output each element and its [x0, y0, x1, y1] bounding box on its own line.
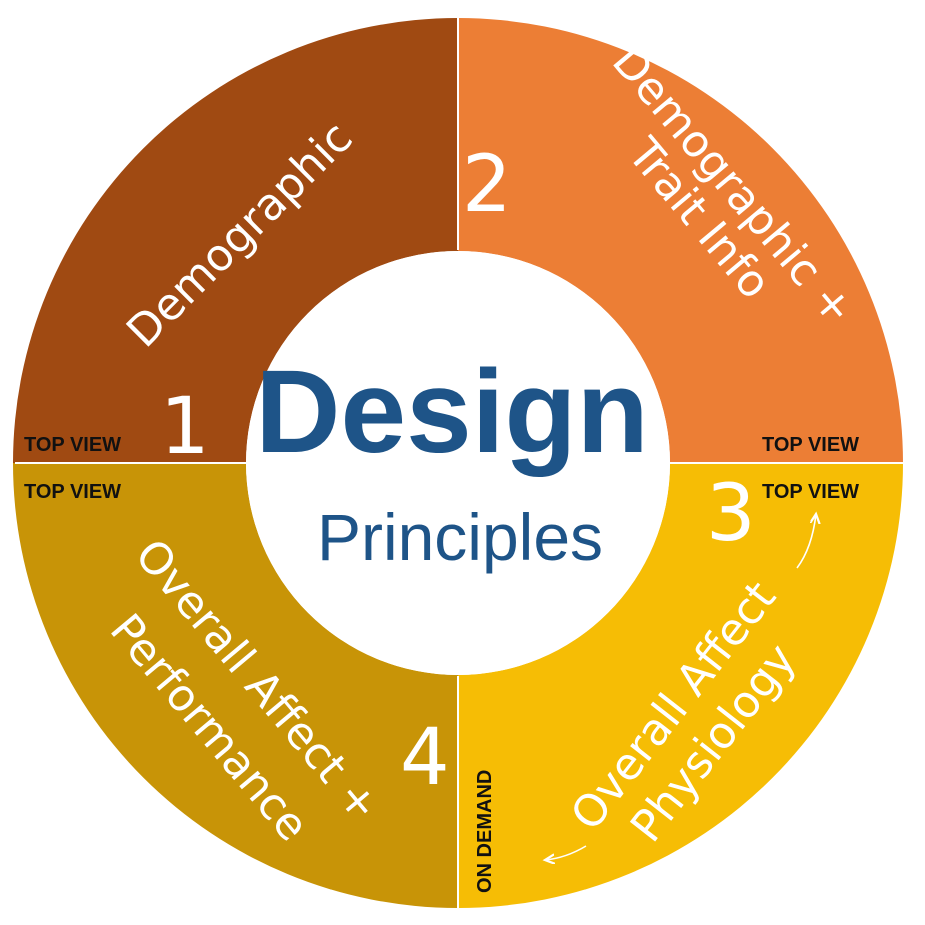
- segment-2-number: 2: [462, 140, 512, 230]
- center-title: Design: [255, 346, 648, 478]
- segment-3-number: 3: [706, 469, 756, 559]
- segment-4-overall-affect-performance: [13, 463, 458, 908]
- segment-3-on-demand-tag: ON DEMAND: [474, 770, 496, 893]
- segment-1-number: 1: [160, 382, 210, 472]
- segment-3-overall-affect-physiology: [458, 463, 903, 908]
- arrow-lower-icon: [545, 845, 587, 860]
- arrow-upper-icon: [796, 514, 816, 569]
- center-subtitle: Principles: [317, 500, 603, 574]
- segment-4-tag: TOP VIEW: [24, 481, 121, 503]
- segment-2-tag: TOP VIEW: [762, 434, 859, 456]
- segment-1-tag: TOP VIEW: [24, 434, 121, 456]
- center-hub: [246, 251, 670, 675]
- segment-2-demographic-trait-info: [458, 18, 903, 463]
- segment-3-tag: TOP VIEW: [762, 481, 859, 503]
- segment-4-number: 4: [400, 713, 450, 803]
- segment-1-demographic: [13, 18, 458, 463]
